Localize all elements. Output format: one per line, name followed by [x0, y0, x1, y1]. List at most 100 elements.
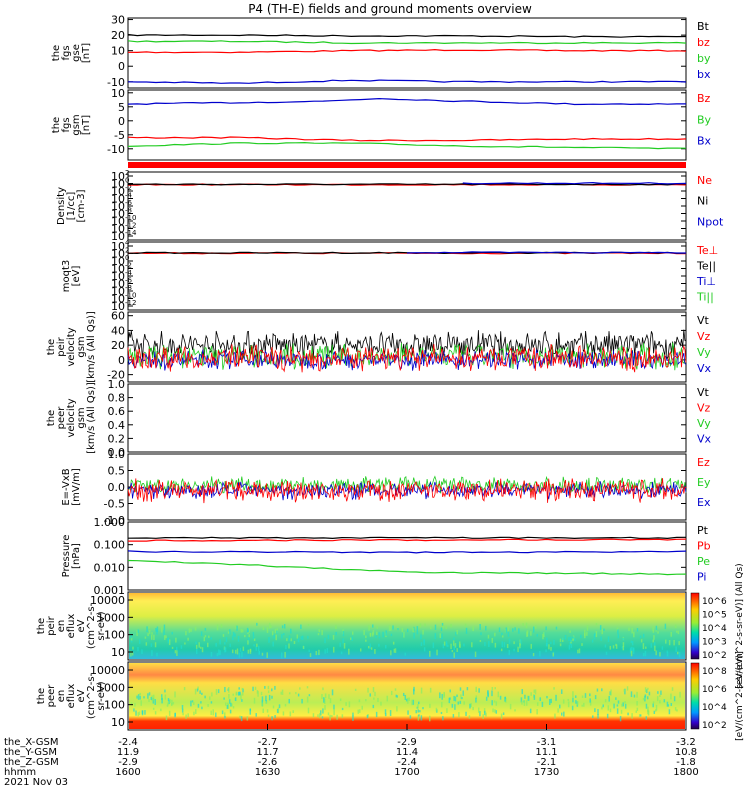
spectrogram-speck: [505, 698, 507, 703]
spectrogram-speck: [329, 714, 331, 721]
spectrogram-speck: [171, 646, 174, 649]
spectrogram-speck: [340, 651, 343, 655]
series-line-red: [127, 48, 687, 54]
y-axis-label: the: [51, 117, 62, 133]
spectrogram-speck: [491, 690, 493, 697]
spectrogram-speck: [429, 715, 431, 722]
y-tick-label: 30: [111, 14, 125, 27]
spectrogram-speck: [420, 634, 422, 640]
spectrogram-speck: [361, 705, 363, 710]
spectrogram-speck: [513, 641, 515, 645]
spectrogram-speck: [560, 689, 563, 694]
spectrogram-speck: [500, 648, 503, 652]
spectrogram-speck: [150, 696, 153, 700]
spectrogram-speck: [211, 692, 213, 697]
spectrogram-speck: [462, 690, 464, 696]
spectrogram-speck: [210, 710, 212, 715]
spectrogram-speck: [154, 699, 156, 705]
spectrogram-speck: [411, 699, 413, 706]
spectrogram-speck: [335, 624, 337, 629]
spectrogram-speck: [290, 628, 292, 634]
spectrogram-speck: [225, 637, 228, 643]
spectrogram-speck: [420, 687, 423, 694]
spectrogram-speck: [445, 640, 448, 645]
spectrogram-speck: [479, 711, 481, 717]
spectrogram-speck: [624, 701, 626, 704]
spectrogram-speck: [319, 710, 322, 716]
spectrogram-speck: [327, 634, 330, 640]
y-tick-label: 20: [111, 29, 125, 42]
spectrogram-speck: [161, 697, 163, 704]
spectrogram-speck: [239, 715, 241, 719]
spectrogram-speck: [223, 697, 225, 700]
spectrogram-speck: [632, 648, 635, 654]
spectrogram-speck: [663, 699, 666, 703]
spectrogram-speck: [454, 643, 457, 648]
spectrogram-speck: [301, 698, 303, 704]
spectrogram-speck: [386, 695, 389, 702]
spectrogram-speck: [195, 644, 198, 649]
spectrogram-speck: [475, 695, 478, 700]
spectrogram-speck: [270, 625, 272, 628]
spectrogram-speck: [271, 631, 274, 636]
spectrogram-speck: [616, 627, 619, 631]
spectrogram-speck: [276, 630, 278, 634]
spectrogram-speck: [475, 697, 477, 703]
spectrogram-speck: [457, 701, 460, 705]
spectrogram-speck: [439, 692, 441, 699]
series-line-blue: [406, 251, 686, 254]
panel-10: 10^8 10^6 10^4 10^2 [eV/(cm^2-s-sr-eV)] 10000…: [36, 651, 745, 741]
spectrogram-speck: [609, 691, 611, 696]
spectrogram-speck: [644, 695, 646, 702]
spectrogram-speck: [670, 703, 673, 706]
spectrogram-speck: [302, 645, 305, 649]
legend-label: Vz: [697, 330, 711, 343]
spectrogram-speck: [459, 700, 462, 704]
y-axis-label: peir: [56, 336, 67, 356]
spectrogram-speck: [450, 643, 452, 650]
spectrogram-speck: [617, 629, 619, 634]
spectrogram-speck: [612, 645, 615, 649]
spectrogram-speck: [574, 638, 576, 642]
spectrogram-speck: [562, 699, 565, 704]
spectrogram-speck: [485, 712, 487, 717]
spectrogram-speck: [642, 633, 645, 638]
spectrogram-speck: [255, 713, 257, 717]
spectrogram-speck: [164, 694, 167, 700]
y-tick-exponent: -12: [125, 222, 136, 230]
x-tick-label: 1730: [534, 767, 559, 778]
legend-label: Ez: [697, 456, 710, 469]
spectrogram-speck: [272, 641, 274, 647]
spectrogram-speck: [204, 635, 207, 638]
spectrogram-speck: [655, 704, 658, 711]
spectrogram-speck: [622, 642, 625, 647]
spectrogram-speck: [137, 646, 139, 652]
spectrogram-speck: [195, 709, 197, 714]
legend-label: Te⊥: [696, 244, 718, 257]
colorbar: [690, 592, 700, 660]
spectrogram-speck: [655, 650, 657, 656]
spectrogram-speck: [281, 633, 283, 639]
y-axis-label: eflux: [66, 614, 77, 639]
spectrogram-speck: [422, 629, 424, 635]
y-tick-label: 10: [111, 170, 125, 183]
spectrogram-speck: [440, 627, 443, 632]
spectrogram-speck: [644, 687, 647, 693]
spectrogram-speck: [285, 644, 287, 650]
y-tick-label: 10: [111, 87, 125, 100]
spectrogram-speck: [185, 714, 187, 719]
spectrogram-speck: [168, 710, 171, 716]
spectrogram-speck: [137, 694, 140, 700]
spectrogram-speck: [274, 685, 276, 690]
spectrogram-speck: [231, 649, 234, 654]
spectrogram-speck: [441, 693, 443, 700]
y-axis-label: [nT]: [81, 43, 92, 63]
y-axis-label: gse: [71, 44, 82, 62]
spectrogram-speck: [365, 639, 367, 642]
spectrogram-speck: [491, 637, 494, 643]
spectrogram-speck: [375, 635, 377, 639]
spectrogram-speck: [215, 712, 217, 718]
panel-8: 1.000 0.100 0.010 0.001 Pressure [nPa] Pt Pb Pe P…: [61, 516, 711, 597]
spectrogram-speck: [247, 631, 249, 635]
spectrogram-speck: [419, 623, 422, 628]
